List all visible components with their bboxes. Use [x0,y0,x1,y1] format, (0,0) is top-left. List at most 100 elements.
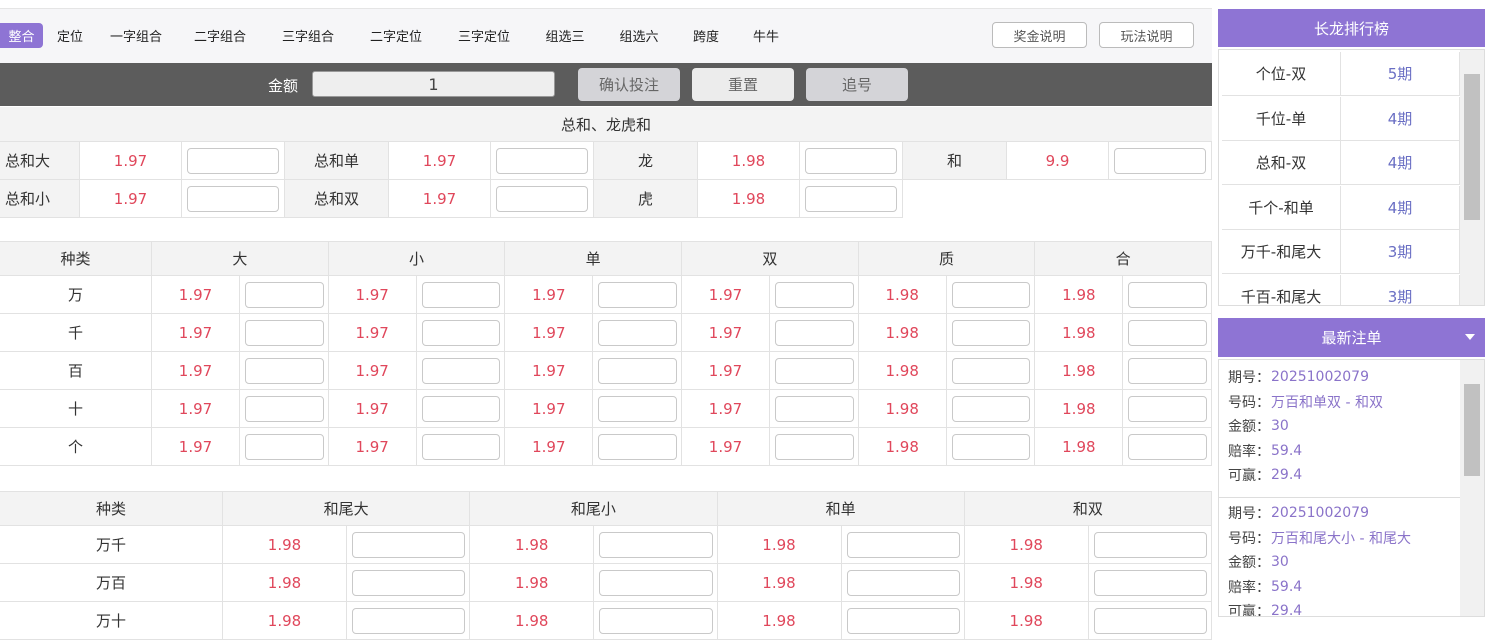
bet-label: 总和双 [285,180,389,218]
odds: 1.98 [1035,428,1124,466]
odds: 1.98 [964,564,1089,602]
amount-input[interactable]: 1 [312,71,555,97]
bet-input[interactable] [1128,358,1207,384]
bet-input[interactable] [1093,532,1207,558]
tab[interactable]: 三字定位 [457,30,510,45]
dropdown-arrow [1465,334,1475,340]
odds: 1.98 [858,390,947,428]
bet-input[interactable] [598,320,677,346]
bet-input[interactable] [951,320,1031,346]
input-cell [841,564,965,602]
bet-button[interactable]: 确认投注 [578,68,680,101]
tab[interactable]: 组选六 [619,30,659,45]
bet-input[interactable] [846,570,960,596]
bet-input[interactable] [775,282,854,308]
bet-input[interactable] [951,358,1031,384]
bet-input[interactable] [1128,282,1207,308]
bet-input[interactable] [775,320,854,346]
odds: 1.98 [223,526,347,564]
bet-input[interactable] [245,434,324,460]
dragon-count: 4期 [1341,96,1460,141]
bet-input[interactable] [245,282,324,308]
bet-input[interactable] [187,186,279,212]
dragon-name: 万千-和尾大 [1222,230,1341,274]
bet-field-value: 30 [1271,418,1289,434]
bet-input[interactable] [352,570,466,596]
bet-input[interactable] [599,532,713,558]
tab[interactable]: 三字组合 [281,30,334,45]
bet-field-value: 59.4 [1271,442,1303,459]
bet-input[interactable] [598,396,677,422]
bet-input[interactable] [1128,396,1207,422]
bet-input[interactable] [598,434,677,460]
input-cell [1123,276,1212,314]
help-button[interactable]: 奖金说明 [992,22,1087,48]
input-cell [593,276,682,314]
odds: 1.97 [682,390,770,428]
row-label: 万十 [0,602,223,640]
odds: 1.98 [1035,352,1124,390]
bet-input[interactable] [245,320,324,346]
bet-input[interactable] [352,608,466,634]
bet-input[interactable] [421,320,501,346]
tab[interactable]: 牛牛 [752,30,779,45]
bet-button[interactable]: 追号 [806,68,908,101]
dragon-name: 总和-双 [1222,141,1341,185]
bet-input[interactable] [805,186,897,212]
bet-input[interactable] [1093,570,1207,596]
bet-input[interactable] [775,358,854,384]
odds: 1.97 [682,314,770,352]
bet-input[interactable] [951,434,1031,460]
odds: 1.97 [152,390,240,428]
bet-input[interactable] [1093,608,1207,634]
bet-input[interactable] [1128,434,1207,460]
bet-field-value: 30 [1271,554,1289,570]
bet-input[interactable] [598,358,677,384]
odds: 1.98 [717,564,842,602]
bet-input[interactable] [775,396,854,422]
bet-label: 总和大 [0,142,80,180]
bet-input[interactable] [598,282,677,308]
bet-input[interactable] [245,358,324,384]
bet-input[interactable] [352,532,466,558]
bet-input[interactable] [421,358,501,384]
bet-input[interactable] [496,148,588,174]
bet-input[interactable] [846,532,960,558]
odds: 1.97 [328,428,417,466]
bet-input[interactable] [421,434,501,460]
scroll-thumb [1464,384,1480,476]
bet-input[interactable] [421,282,501,308]
tab[interactable]: 组选三 [545,30,585,45]
bet-input[interactable] [805,148,897,174]
odds: 1.97 [505,428,594,466]
bet-input[interactable] [599,570,713,596]
bet-input[interactable] [951,396,1031,422]
table-header: 和单 [717,491,965,526]
odds: 1.97 [328,352,417,390]
input-cell [594,526,718,564]
bet-button[interactable]: 重置 [692,68,794,101]
odds: 1.98 [858,276,947,314]
bet-input[interactable] [846,608,960,634]
bet-input[interactable] [951,282,1031,308]
bet-field-value: 20251002079 [1271,369,1369,385]
input-cell [416,352,506,390]
tab[interactable]: 二字组合 [193,30,246,45]
tab[interactable]: 整合 [0,23,43,48]
row-label: 个 [0,428,152,466]
help-button[interactable]: 玩法说明 [1099,22,1194,48]
bet-input[interactable] [496,186,588,212]
bet-input[interactable] [1128,320,1207,346]
tab[interactable]: 一字组合 [109,30,162,45]
tab[interactable]: 定位 [56,30,83,45]
table-header: 和尾大 [223,491,471,526]
bet-input[interactable] [599,608,713,634]
bet-input[interactable] [775,434,854,460]
input-cell [593,390,682,428]
bet-input[interactable] [187,148,279,174]
bet-input[interactable] [421,396,501,422]
tab[interactable]: 二字定位 [369,30,422,45]
bet-input[interactable] [245,396,324,422]
tab[interactable]: 跨度 [692,30,719,45]
bet-input[interactable] [1114,148,1206,174]
